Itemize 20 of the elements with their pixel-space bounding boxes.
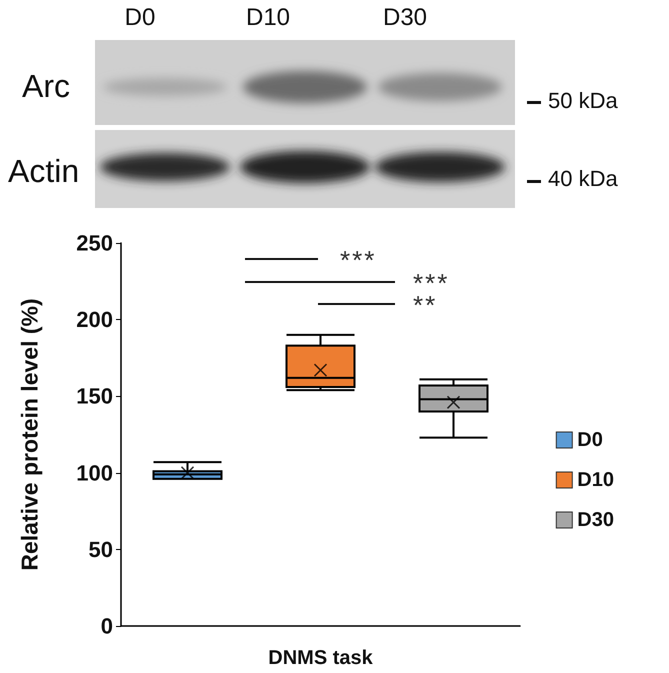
- legend-label: D0: [577, 429, 603, 451]
- y-tick-label: 150: [76, 384, 113, 409]
- text: 40 kDa: [548, 166, 618, 192]
- annotation: ***: [340, 245, 376, 276]
- y-tick-label: 50: [88, 536, 113, 562]
- text: D30: [382, 4, 428, 32]
- y-axis-title: Relative protein level (%): [16, 298, 42, 571]
- text: D0: [124, 4, 156, 32]
- text: Arc: [22, 68, 70, 105]
- y-tick-label: 250: [76, 230, 113, 256]
- text: Actin: [8, 153, 80, 190]
- text: D10: [244, 4, 292, 32]
- y-tick-label: 0: [100, 614, 113, 638]
- x-axis-title: DNMS task: [268, 647, 374, 669]
- y-tick-label: 200: [76, 307, 113, 332]
- legend-label: D30: [577, 509, 614, 531]
- y-tick-label: 100: [76, 460, 113, 486]
- text: 50 kDa: [548, 88, 618, 114]
- annotation: **: [413, 290, 438, 321]
- legend-label: D10: [577, 469, 614, 491]
